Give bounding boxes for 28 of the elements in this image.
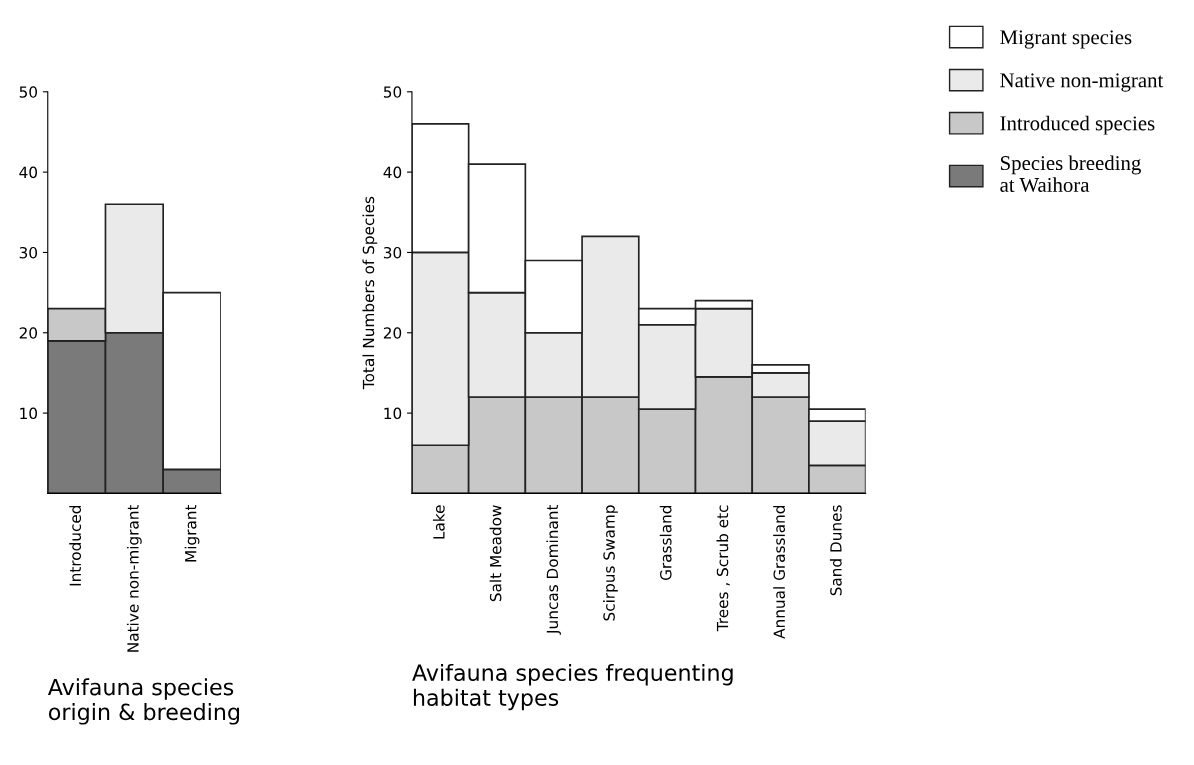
y-tick-label: 20: [19, 327, 38, 339]
x-axis-title: Avifauna species frequenting habitat types: [412, 663, 733, 711]
y-tick-label: 30: [383, 246, 402, 259]
x-tick-label: Annual Grassland: [773, 505, 786, 639]
x-tick-label: Lake: [432, 505, 445, 539]
y-axis-title: Total Numbers of Species: [362, 196, 378, 390]
x-tick-label: Salt Meadow: [489, 505, 502, 602]
x-tick-label: Grassland: [659, 505, 672, 581]
y-tick-label: 50: [19, 86, 38, 98]
text: Introduced species: [1000, 115, 1155, 135]
y-tick-label: 10: [384, 407, 402, 420]
x-tick-label: Migrant: [184, 504, 200, 562]
text: Native non-migrant: [1000, 73, 1164, 92]
y-tick-label: 50: [383, 86, 402, 98]
y-tick-label: 10: [20, 407, 38, 420]
x-tick-label: Introduced: [69, 505, 82, 586]
x-axis-title: Avifauna species origin & breeding: [47, 678, 240, 725]
y-tick-label: 40: [19, 166, 38, 179]
x-tick-label: Trees , Scrub etc: [716, 505, 730, 632]
text: Migrant species: [1000, 30, 1132, 49]
y-tick-label: 30: [19, 246, 38, 259]
y-tick-label: 40: [383, 166, 402, 179]
y-tick-label: 20: [383, 327, 402, 339]
x-tick-label: Sand Dunes: [829, 505, 842, 596]
legend-label: Species breeding at Waihora: [1000, 155, 1141, 193]
x-tick-label: Scirpus Swamp: [603, 505, 618, 621]
x-tick-label: Juncas Dominant: [546, 504, 561, 635]
x-tick-label: Native non-migrant: [126, 504, 142, 652]
